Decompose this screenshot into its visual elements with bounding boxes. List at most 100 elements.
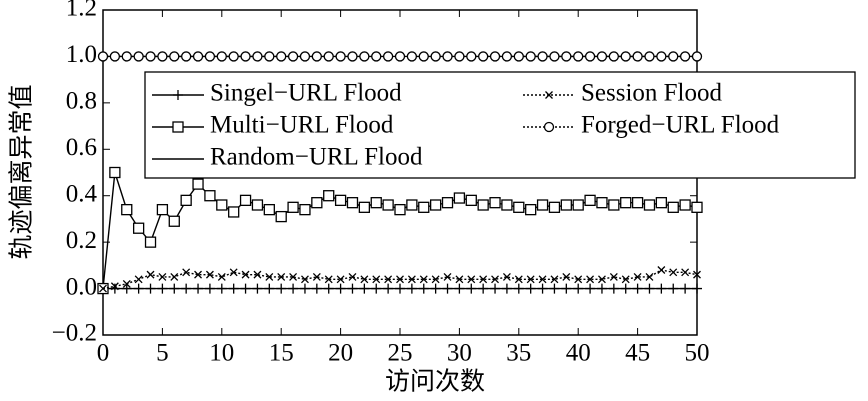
data-point — [656, 51, 667, 62]
y-tick-label: 0.6 — [66, 134, 97, 161]
data-point — [371, 51, 382, 62]
data-point — [645, 273, 654, 281]
data-point — [132, 222, 145, 234]
data-point — [691, 201, 703, 213]
data-point — [228, 283, 239, 294]
data-point — [574, 275, 583, 284]
data-point — [121, 283, 132, 294]
legend-label: Multi−URL Flood — [210, 112, 394, 139]
data-point — [525, 51, 536, 62]
data-point — [453, 192, 466, 204]
data-point — [431, 275, 440, 284]
data-point — [477, 199, 489, 211]
data-point — [312, 273, 321, 281]
data-point — [631, 197, 644, 209]
data-point — [335, 283, 346, 294]
data-point — [252, 283, 263, 294]
data-point — [537, 51, 548, 62]
data-point — [418, 201, 430, 213]
y-tick-label: 0.8 — [66, 88, 97, 115]
data-point — [596, 51, 608, 62]
data-point — [264, 283, 275, 294]
data-point — [394, 51, 406, 62]
x-tick-label: 5 — [156, 340, 169, 367]
data-point — [359, 283, 370, 294]
legend-label: Random−URL Flood — [210, 144, 423, 171]
data-point — [562, 273, 571, 281]
data-point — [204, 190, 216, 202]
data-point — [489, 197, 501, 209]
legend-marker — [543, 121, 555, 133]
data-point — [441, 197, 454, 209]
data-point — [548, 201, 561, 213]
data-point — [109, 166, 121, 179]
data-point — [146, 270, 155, 279]
data-point — [586, 275, 595, 284]
legend-label: Forged−URL Flood — [581, 112, 780, 139]
data-point — [346, 197, 359, 209]
data-point — [287, 201, 299, 213]
x-tick-label: 15 — [269, 340, 294, 367]
data-point — [537, 283, 548, 294]
data-point — [265, 273, 274, 281]
data-point — [110, 282, 119, 291]
data-point — [193, 283, 204, 294]
data-point — [478, 283, 489, 294]
data-point — [692, 283, 702, 294]
data-point — [513, 283, 524, 294]
data-point — [241, 270, 250, 279]
data-point — [478, 51, 489, 62]
series-line — [102, 172, 698, 289]
data-point — [608, 199, 620, 211]
data-point — [264, 51, 275, 62]
data-point — [287, 51, 299, 62]
data-point — [536, 199, 549, 211]
data-point — [644, 283, 655, 294]
data-point — [501, 283, 512, 294]
data-point — [561, 283, 572, 294]
data-point — [382, 199, 394, 211]
data-point — [465, 194, 477, 207]
data-point — [169, 283, 180, 294]
y-tick-label: −0.2 — [52, 320, 97, 347]
data-point — [443, 273, 452, 281]
data-point — [394, 203, 406, 216]
data-point — [216, 283, 227, 294]
data-point — [109, 51, 121, 62]
data-point — [348, 273, 357, 281]
data-point — [657, 266, 666, 274]
data-point — [336, 275, 345, 284]
data-point — [442, 283, 453, 294]
data-point — [372, 275, 381, 284]
data-point — [122, 279, 131, 288]
data-point — [396, 275, 404, 284]
x-tick-label: 25 — [388, 340, 413, 367]
data-point — [679, 51, 691, 62]
data-point — [347, 51, 358, 62]
data-point — [407, 275, 416, 284]
data-point — [655, 197, 668, 209]
data-point — [301, 275, 309, 284]
data-point — [145, 51, 156, 62]
data-point — [609, 273, 618, 281]
x-tick-label: 45 — [625, 340, 650, 367]
data-point — [276, 283, 287, 294]
data-point — [442, 51, 453, 62]
data-point — [454, 283, 465, 294]
data-point — [168, 215, 180, 227]
x-axis-label: 访问次数 — [385, 368, 485, 396]
data-point — [359, 51, 370, 62]
data-point — [668, 283, 679, 294]
data-point — [596, 197, 608, 209]
data-point — [561, 51, 572, 62]
data-point — [430, 283, 441, 294]
data-point — [109, 283, 120, 294]
data-point — [681, 268, 690, 277]
data-point — [370, 197, 382, 209]
data-point — [525, 283, 536, 294]
data-point — [299, 283, 310, 294]
data-point — [276, 51, 287, 62]
data-point — [573, 283, 584, 294]
data-point — [429, 199, 442, 211]
